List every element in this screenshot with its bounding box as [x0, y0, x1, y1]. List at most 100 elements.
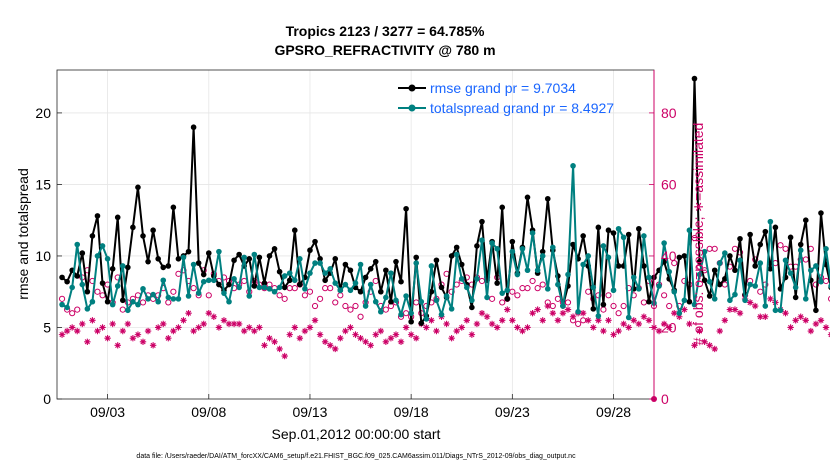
- totalspread-point: [696, 271, 703, 278]
- totalspread-point: [656, 283, 662, 289]
- rmse-point: [641, 263, 647, 269]
- totalspread-point: [286, 270, 293, 276]
- rmse-point: [802, 217, 809, 223]
- totalspread-point: [125, 307, 131, 314]
- obs-assimilated-point: [539, 317, 546, 324]
- x-tick-label: 09/13: [292, 404, 327, 420]
- obs-possible-point: [342, 302, 349, 310]
- totalspread-point: [413, 260, 420, 266]
- legend-totalspread-label: totalspread grand pr = 8.4927: [430, 100, 614, 116]
- obs-possible-point: [74, 306, 81, 313]
- obs-assimilated-point: [256, 324, 263, 331]
- rmse-point: [246, 256, 253, 262]
- plot-area: [57, 70, 654, 399]
- rmse-point: [114, 214, 121, 221]
- obs-assimilated-point: [686, 320, 693, 328]
- totalspread-point: [610, 287, 617, 294]
- obs-assimilated-point: [387, 335, 395, 342]
- rmse-point: [216, 281, 222, 288]
- obs-possible-point: [666, 302, 673, 310]
- rmse-point: [317, 256, 323, 262]
- obs-assimilated-point: [671, 309, 678, 317]
- totalspread-point: [74, 241, 81, 248]
- totalspread-point: [377, 308, 384, 315]
- totalspread-point: [119, 263, 126, 269]
- totalspread-point: [99, 243, 106, 249]
- totalspread-point: [104, 256, 111, 262]
- obs-assimilated-point: [822, 324, 830, 331]
- obs-assimilated-point: [504, 306, 511, 313]
- rmse-point: [539, 248, 546, 255]
- obs-assimilated-point: [286, 331, 293, 338]
- rmse-point: [383, 267, 389, 274]
- rmse-point: [595, 224, 602, 231]
- totalspread-point: [519, 246, 526, 252]
- obs-assimilated-point: [812, 320, 820, 328]
- totalspread-point: [590, 284, 597, 291]
- obs-assimilated-point: [635, 320, 643, 328]
- totalspread-point: [190, 261, 197, 268]
- obs-possible-point: [706, 245, 713, 252]
- y-tick-label-right: 80: [661, 105, 677, 121]
- obs-assimilated-point: [514, 324, 521, 331]
- rmse-point: [747, 231, 753, 238]
- totalspread-point: [59, 301, 65, 308]
- obs-assimilated-point: [332, 345, 339, 353]
- obs-assimilated-point: [817, 317, 825, 324]
- totalspread-point: [281, 273, 288, 279]
- rmse-point: [367, 266, 374, 272]
- obs-assimilated-point: [200, 320, 207, 328]
- totalspread-point: [205, 277, 212, 284]
- totalspread-point: [362, 303, 369, 309]
- totalspread-point: [145, 296, 151, 302]
- rmse-point: [125, 264, 131, 271]
- totalspread-point: [550, 244, 556, 251]
- rmse-point: [818, 210, 824, 216]
- obs-assimilated-point: [382, 338, 390, 345]
- totalspread-point: [367, 281, 374, 288]
- rmse-point: [706, 293, 713, 299]
- legend: rmse grand pr = 9.7034 totalspread grand…: [398, 80, 614, 116]
- totalspread-point: [302, 286, 308, 292]
- totalspread-point: [792, 284, 799, 291]
- obs-assimilated-point: [261, 342, 268, 349]
- obs-assimilated-point: [402, 324, 410, 331]
- obs-assimilated-point: [519, 327, 526, 335]
- totalspread-point: [797, 247, 804, 254]
- obs-possible-point: [671, 260, 678, 267]
- totalspread-point: [575, 308, 581, 315]
- totalspread-point: [504, 287, 511, 294]
- obs-assimilated-point: [195, 324, 202, 331]
- totalspread-point: [357, 261, 364, 268]
- totalspread-point: [216, 248, 222, 255]
- obs-assimilated-point: [109, 320, 116, 328]
- totalspread-point: [322, 270, 328, 276]
- totalspread-point: [332, 280, 339, 286]
- obs-possible-point: [802, 256, 809, 263]
- totalspread-point: [474, 276, 480, 282]
- obs-assimilated-point: [807, 327, 815, 335]
- totalspread-point: [514, 271, 521, 278]
- totalspread-point: [600, 243, 607, 249]
- totalspread-point: [398, 311, 404, 318]
- totalspread-point: [772, 307, 779, 314]
- totalspread-point: [448, 306, 455, 312]
- rmse-point: [408, 318, 414, 325]
- obs-assimilated-point: [569, 313, 577, 320]
- obs-assimilated-point: [407, 331, 415, 338]
- obs-possible-point: [514, 292, 521, 299]
- rmse-point: [509, 238, 516, 245]
- totalspread-point: [261, 284, 268, 291]
- y-tick-label-right: 20: [661, 319, 677, 335]
- obs-assimilated-point: [367, 342, 374, 349]
- totalspread-point: [170, 296, 177, 302]
- obs-assimilated-point: [372, 331, 379, 338]
- totalspread-point: [686, 227, 693, 234]
- obs-possible-point: [499, 299, 506, 306]
- totalspread-point: [782, 257, 789, 264]
- obs-assimilated-point: [316, 331, 324, 338]
- obs-possible-point: [721, 281, 728, 288]
- totalspread-point: [89, 298, 96, 305]
- obs-assimilated-point: [443, 320, 450, 328]
- obs-possible-point: [661, 292, 668, 299]
